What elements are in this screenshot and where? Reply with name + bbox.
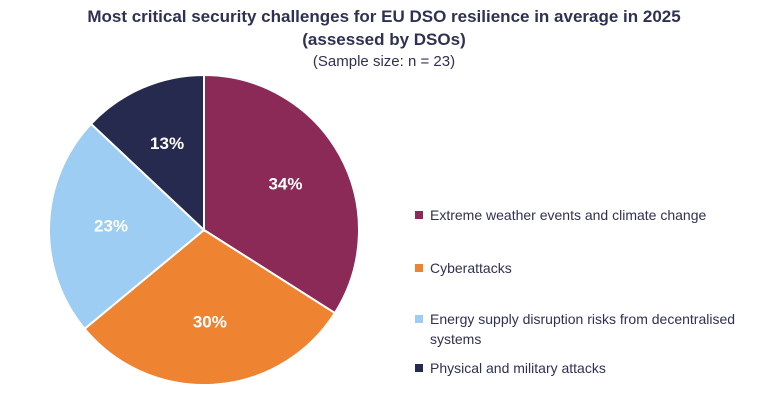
slice-data-label: 34% bbox=[268, 175, 302, 194]
slice-data-label: 13% bbox=[150, 134, 184, 153]
legend-swatch bbox=[415, 315, 423, 323]
legend-label: Cyberattacks bbox=[430, 260, 512, 276]
legend-item-energy-supply: Energy supply disruption risks from dece… bbox=[415, 309, 765, 349]
legend-label: Extreme weather events and climate chang… bbox=[430, 207, 707, 223]
slice-data-label: 30% bbox=[193, 312, 227, 331]
slice-energy-supply bbox=[48, 122, 206, 331]
legend-swatch bbox=[415, 364, 423, 372]
legend-label: Energy supply disruption risks from dece… bbox=[430, 311, 736, 347]
slice-data-label: 23% bbox=[94, 217, 128, 236]
chart-title: Most critical security challenges for EU… bbox=[87, 7, 681, 26]
legend-label: Physical and military attacks bbox=[430, 360, 606, 376]
legend-item-physical-military: Physical and military attacks bbox=[415, 358, 765, 378]
legend-swatch bbox=[415, 211, 423, 219]
legend-item-extreme-weather: Extreme weather events and climate chang… bbox=[415, 205, 765, 225]
legend-swatch bbox=[415, 264, 423, 272]
legend-item-cyberattacks: Cyberattacks bbox=[415, 258, 765, 278]
chart-subtitle: (Sample size: n = 23) bbox=[312, 53, 456, 70]
slice-cyberattacks bbox=[83, 228, 337, 386]
chart-title-line2: (assessed by DSOs) bbox=[302, 30, 466, 49]
slice-physical-military bbox=[89, 73, 205, 233]
